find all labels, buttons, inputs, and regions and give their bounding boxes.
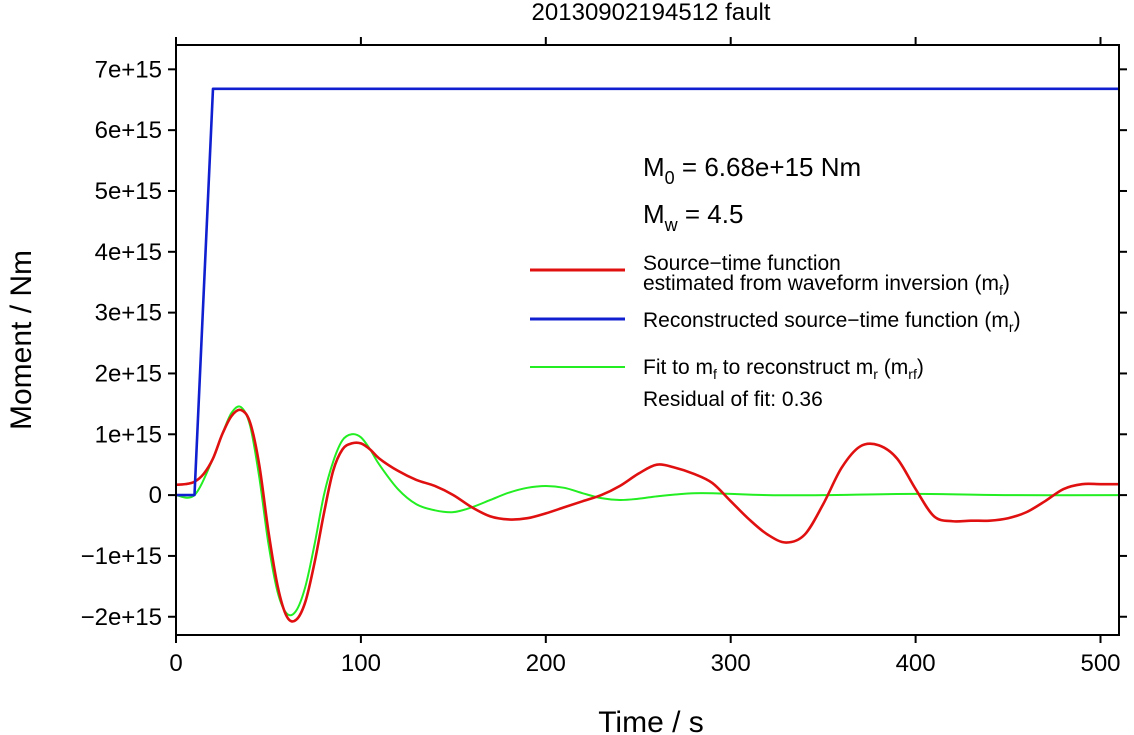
m0-rest: = 6.68e+15 Nm [675, 152, 861, 182]
tick-marks [168, 37, 1127, 643]
legend-label-green: Fit to mf to reconstruct mr (mrf) [643, 356, 924, 382]
x-axis-title: Time / s [598, 706, 704, 735]
tick-labels: 0 100 200 300 400 500 −2e+15 −1e+15 0 1e+15 2e+15 3… [81, 56, 1121, 677]
m0-main: M [643, 152, 665, 182]
y-tick-label: 4e+15 [95, 239, 162, 266]
mw-annotation: Mw = 4.5 [643, 199, 743, 235]
legend-green-end: ) [917, 356, 924, 379]
legend-red-sub: f [999, 282, 1003, 298]
x-tick-label: 400 [896, 650, 936, 677]
y-tick-label: 1e+15 [95, 421, 162, 448]
legend-blue-text: Reconstructed source−time function (m [643, 309, 1009, 332]
y-tick-label: −1e+15 [81, 543, 162, 570]
legend-green-t2: to reconstruct m [717, 356, 873, 379]
y-tick-label: 2e+15 [95, 360, 162, 387]
legend-label-red-line2: estimated from waveform inversion (mf) [643, 272, 1010, 298]
mw-main: M [643, 199, 665, 229]
legend-red-end: ) [1003, 272, 1010, 295]
m0-sub: 0 [665, 168, 675, 188]
residual-annotation: Residual of fit: 0.36 [643, 388, 823, 411]
y-tick-label: 3e+15 [95, 300, 162, 327]
legend-green-s1: f [713, 366, 717, 382]
legend-green-s3: rf [908, 366, 917, 382]
m0-annotation: M0 = 6.68e+15 Nm [643, 152, 861, 188]
y-tick-label: 5e+15 [95, 178, 162, 205]
mw-rest: = 4.5 [678, 199, 744, 229]
x-tick-label: 200 [526, 650, 566, 677]
series-line-2 [175, 405, 1120, 617]
legend-label-red-line1: Source−time function [643, 252, 841, 275]
plot-frame [175, 44, 1120, 636]
legend-label-blue: Reconstructed source−time function (mr) [643, 309, 1021, 335]
mw-sub: w [664, 215, 679, 235]
legend-blue-end: ) [1014, 309, 1021, 332]
plot-content [175, 87, 1120, 623]
legend-green-s2: r [873, 366, 878, 382]
series-line-1 [176, 87, 1119, 497]
legend-green-t1: Fit to m [643, 356, 713, 379]
y-tick-label: 6e+15 [95, 117, 162, 144]
series-line-0 [175, 408, 1119, 623]
y-tick-label: 0 [149, 482, 162, 509]
x-tick-label: 300 [711, 650, 751, 677]
x-tick-label: 100 [341, 650, 381, 677]
legend-green-t3: (m [878, 356, 908, 379]
x-tick-label: 0 [169, 650, 182, 677]
legend: Source−time function estimated from wave… [530, 252, 1021, 411]
legend-blue-sub: r [1009, 319, 1014, 335]
chart-title: 20130902194512 fault [532, 0, 771, 26]
x-tick-label: 500 [1080, 650, 1120, 677]
y-tick-label: −2e+15 [81, 604, 162, 631]
y-tick-label: 7e+15 [95, 56, 162, 83]
y-axis-title: Moment / Nm [5, 250, 38, 430]
legend-red-text: estimated from waveform inversion (m [643, 272, 999, 295]
